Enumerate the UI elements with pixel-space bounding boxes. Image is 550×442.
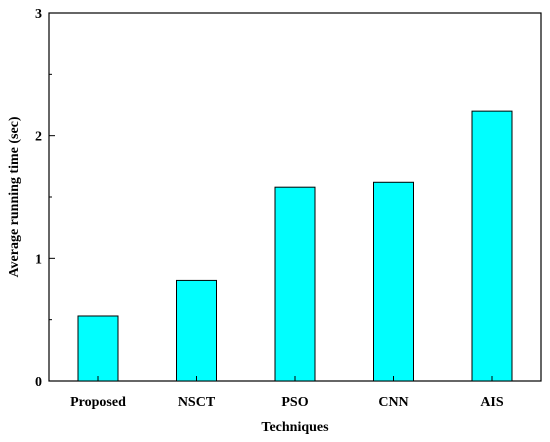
y-tick-label: 0 [35, 375, 42, 390]
x-axis-title: Techniques [261, 420, 329, 435]
y-axis-title: Average running time (sec) [7, 116, 22, 277]
x-tick-label-cnn: CNN [378, 395, 408, 410]
bar-cnn [373, 181, 414, 382]
bar-proposed [77, 315, 119, 382]
x-tick-label-ais: AIS [480, 395, 504, 410]
y-tick-label: 1 [35, 252, 42, 267]
y-axis-ticks: 0 1 2 3 [35, 7, 55, 390]
y-tick-label: 2 [35, 130, 42, 145]
y-tick-label: 3 [35, 7, 42, 22]
x-axis-ticks: Proposed NSCT PSO CNN AIS [70, 376, 504, 410]
bar-pso [274, 186, 316, 382]
bar-ais [471, 110, 513, 382]
bars-group [77, 110, 513, 382]
bar-nsct [176, 279, 217, 382]
x-tick-label-pso: PSO [281, 395, 308, 410]
x-tick-label-proposed: Proposed [70, 395, 126, 410]
x-tick-label-nsct: NSCT [178, 395, 216, 410]
